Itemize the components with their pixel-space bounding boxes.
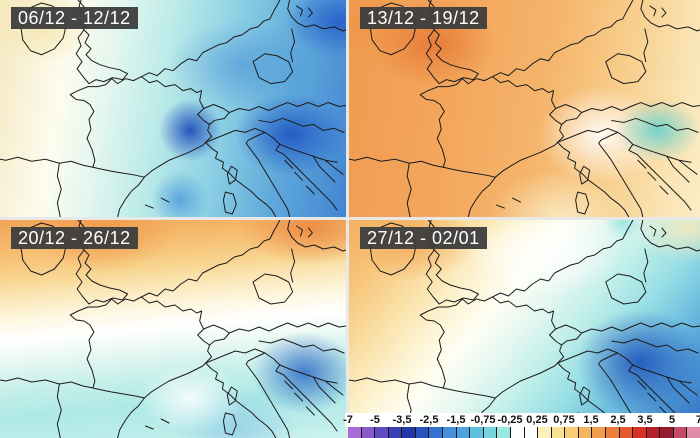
legend-tick-label: -5	[370, 414, 380, 426]
legend-tick-label: -0,25	[497, 414, 523, 426]
legend-color-cell	[360, 427, 375, 438]
legend-color-cell	[455, 427, 470, 438]
legend-color-cell	[469, 427, 483, 438]
legend-color-cell	[496, 427, 510, 438]
europe-map-outline	[349, 220, 700, 438]
legend-color-cell	[523, 427, 538, 438]
legend-tick-label: -3,5	[392, 414, 412, 426]
legend-tick-label: 2,5	[610, 414, 626, 426]
legend-color-cell	[414, 427, 429, 438]
legend-tick-label: 5	[668, 414, 676, 426]
map-panel-week2: 13/12 - 19/12	[349, 0, 700, 217]
panel-date-label: 13/12 - 19/12	[360, 7, 487, 29]
legend-color-cell	[591, 427, 605, 438]
color-scale-legend: -7 -5 -3,5 -2,5 -1,5 -0,75 -0,25 0,25 0,75 1,5 2,5…	[343, 413, 700, 438]
legend-tick-label: 1,5	[583, 414, 599, 426]
legend-color-cell	[550, 427, 565, 438]
legend-colorbar	[348, 427, 700, 438]
legend-tick-label: 3,5	[637, 414, 653, 426]
panel-date-label: 27/12 - 02/01	[360, 227, 487, 249]
legend-tick-label: -7	[343, 414, 353, 426]
legend-color-cell	[537, 427, 551, 438]
europe-map-outline	[0, 0, 346, 217]
legend-color-cell	[632, 427, 646, 438]
legend-color-cell	[509, 427, 524, 438]
map-panel-week1: 06/12 - 12/12	[0, 0, 346, 217]
legend-color-cell	[428, 427, 443, 438]
europe-map-outline	[0, 220, 346, 438]
legend-color-cell	[401, 427, 415, 438]
legend-color-cell	[348, 427, 361, 438]
legend-tick-label: 0,75	[553, 414, 575, 426]
legend-color-cell	[442, 427, 456, 438]
europe-map-outline	[349, 0, 700, 217]
legend-color-cell	[374, 427, 388, 438]
legend-tick-label: -0,75	[470, 414, 496, 426]
legend-color-cell	[564, 427, 578, 438]
legend-color-cell	[387, 427, 402, 438]
map-panel-week3: 20/12 - 26/12	[0, 220, 346, 438]
legend-color-cell	[686, 427, 700, 438]
map-panel-week4: 27/12 - 02/01	[349, 220, 700, 438]
legend-color-cell	[482, 427, 497, 438]
legend-tick-label: -1,5	[446, 414, 466, 426]
panel-date-label: 06/12 - 12/12	[11, 7, 138, 29]
legend-color-cell	[577, 427, 592, 438]
legend-color-cell	[672, 427, 687, 438]
panel-date-label: 20/12 - 26/12	[11, 227, 138, 249]
legend-tick-labels: -7 -5 -3,5 -2,5 -1,5 -0,75 -0,25 0,25 0,75 1,5 2,5…	[343, 413, 700, 427]
legend-color-cell	[604, 427, 619, 438]
legend-color-cell	[618, 427, 633, 438]
legend-tick-label: 7	[695, 414, 700, 426]
panel-divider-horizontal	[0, 217, 700, 220]
legend-color-cell	[659, 427, 673, 438]
legend-color-cell	[645, 427, 660, 438]
legend-tick-label: 0,25	[526, 414, 548, 426]
legend-tick-label: -2,5	[419, 414, 439, 426]
